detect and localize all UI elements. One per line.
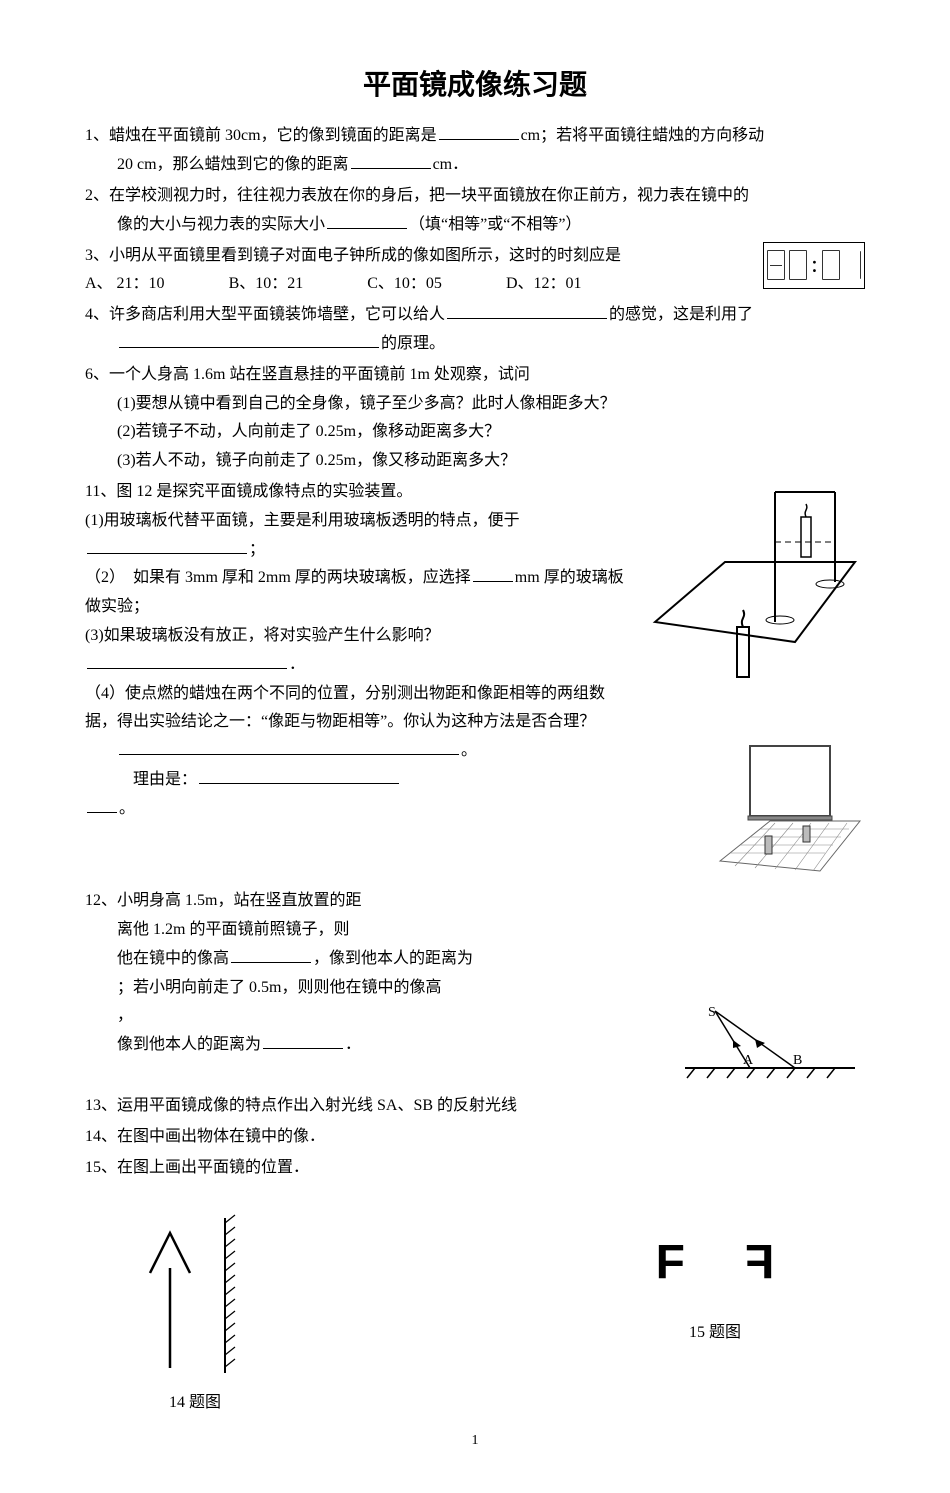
q12-t6: ， bbox=[117, 1007, 133, 1024]
q14-t: 在图中画出物体在镜中的像． bbox=[117, 1128, 325, 1145]
q1-t4: cm． bbox=[433, 156, 469, 173]
q6-num: 6、 bbox=[85, 366, 109, 383]
svg-text:S: S bbox=[708, 1006, 716, 1020]
figure-15: F F 15 题图 bbox=[605, 1213, 825, 1418]
blank bbox=[327, 212, 407, 229]
q11-reason: 理由是： bbox=[133, 771, 197, 788]
opt-d: D、12：01 bbox=[506, 270, 582, 299]
q3-t: 小明从平面镜里看到镜子对面电子钟所成的像如图所示，这时的时刻应是 bbox=[109, 247, 621, 264]
q13-num: 13、 bbox=[85, 1097, 117, 1114]
q11-end: 。 bbox=[119, 800, 135, 817]
blank bbox=[119, 738, 459, 755]
letter-f: F bbox=[656, 1220, 685, 1306]
q2-t3: （填“相等”或“不相等”） bbox=[409, 216, 581, 233]
q4-t3: 的原理。 bbox=[381, 335, 445, 352]
blank bbox=[231, 946, 311, 963]
q1-t2: cm；若将平面镜往蜡烛的方向移动 bbox=[521, 127, 765, 144]
figure-14: 14 题图 bbox=[125, 1213, 265, 1418]
q12-t3: 他在镜中的像高 bbox=[117, 950, 229, 967]
q2-t2: 像的大小与视力表的实际大小 bbox=[117, 216, 325, 233]
page-title: 平面镜成像练习题 bbox=[85, 60, 865, 110]
q11-s4end: 。 bbox=[461, 742, 477, 759]
page-number: 1 bbox=[85, 1428, 865, 1453]
fig14-caption: 14 题图 bbox=[125, 1389, 265, 1418]
opt-a: A、 21：10 bbox=[85, 270, 165, 299]
fig15-caption: 15 题图 bbox=[605, 1319, 825, 1348]
blank bbox=[439, 123, 519, 140]
blank bbox=[87, 796, 117, 813]
question-14: 14、在图中画出物体在镜中的像． bbox=[85, 1123, 865, 1152]
q14-num: 14、 bbox=[85, 1128, 117, 1145]
q12-t2: 离他 1.2m 的平面镜前照镜子，则 bbox=[85, 916, 865, 945]
blank bbox=[473, 565, 513, 582]
q11-s1b: ； bbox=[249, 541, 265, 558]
q6-t: 一个人身高 1.6m 站在竖直悬挂的平面镜前 1m 处观察，试问 bbox=[109, 366, 530, 383]
candle-diagram bbox=[645, 482, 865, 692]
glass-experiment-figure bbox=[715, 741, 865, 881]
question-12: 12、小明身高 1.5m，站在竖直放置的距 离他 1.2m 的平面镜前照镜子，则… bbox=[85, 887, 865, 1090]
question-15: 15、在图上画出平面镜的位置． bbox=[85, 1154, 865, 1183]
q15-t: 在图上画出平面镜的位置． bbox=[117, 1159, 309, 1176]
q2-num: 2、 bbox=[85, 187, 109, 204]
question-4: 4、许多商店利用大型平面镜装饰墙壁，它可以给人 的感觉，这是利用了 的原理。 bbox=[85, 301, 865, 359]
q6-s1: (1)要想从镜中看到自己的全身像，镜子至少多高？此时人像相距多大？ bbox=[85, 390, 865, 419]
q13-t: 运用平面镜成像的特点作出入射光线 SA、SB 的反射光线 bbox=[117, 1097, 517, 1114]
q6-s3: (3)若人不动，镜子向前走了 0.25m，像又移动距离多大？ bbox=[85, 447, 865, 476]
q11-s3a: (3)如果玻璃板没有放正，将对实验产生什么影响？ bbox=[85, 627, 440, 644]
q15-num: 15、 bbox=[85, 1159, 117, 1176]
question-3: : 3、小明从平面镜里看到镜子对面电子钟所成的像如图所示，这时的时刻应是 A、 … bbox=[85, 242, 865, 300]
q12-t8: ． bbox=[345, 1036, 361, 1053]
blank bbox=[199, 767, 399, 784]
colon: : bbox=[811, 253, 818, 277]
svg-text:A: A bbox=[743, 1053, 754, 1068]
opt-b: B、10：21 bbox=[229, 270, 304, 299]
q12-t7: 像到他本人的距离为 bbox=[117, 1036, 261, 1053]
q12-t4: ，像到他本人的距离为 bbox=[313, 950, 473, 967]
opt-c: C、10：05 bbox=[367, 270, 442, 299]
blank bbox=[119, 331, 379, 348]
q12-t5: ；若小明向前走了 0.5m，则则他在镜中的像高 bbox=[117, 979, 441, 996]
question-1: 1、蜡烛在平面镜前 30cm，它的像到镜面的距离是 cm；若将平面镜往蜡烛的方向移… bbox=[85, 122, 865, 180]
q12-num: 12、 bbox=[85, 892, 117, 909]
digit bbox=[767, 250, 785, 280]
q12-t1: 小明身高 1.5m，站在竖直放置的距 bbox=[117, 892, 361, 909]
q1-t3: 20 cm，那么蜡烛到它的像的距离 bbox=[117, 156, 349, 173]
question-13: 13、运用平面镜成像的特点作出入射光线 SA、SB 的反射光线 bbox=[85, 1092, 865, 1121]
question-2: 2、在学校测视力时，往往视力表放在你的身后，把一块平面镜放在你正前方，视力表在镜… bbox=[85, 182, 865, 240]
bottom-figures: 14 题图 F F 15 题图 bbox=[85, 1213, 865, 1418]
q4-num: 4、 bbox=[85, 306, 109, 323]
q1-num: 1、 bbox=[85, 127, 109, 144]
clock-figure: : bbox=[763, 242, 865, 289]
question-6: 6、一个人身高 1.6m 站在竖直悬挂的平面镜前 1m 处观察，试问 (1)要想… bbox=[85, 361, 865, 476]
blank bbox=[447, 302, 607, 319]
q6-s2: (2)若镜子不动，人向前走了 0.25m，像移动距离多大？ bbox=[85, 418, 865, 447]
letter-f-mirror: F bbox=[745, 1220, 774, 1306]
blank bbox=[87, 537, 247, 554]
q3-num: 3、 bbox=[85, 247, 109, 264]
svg-text:B: B bbox=[793, 1053, 802, 1068]
q2-t1: 在学校测视力时，往往视力表放在你的身后，把一块平面镜放在你正前方，视力表在镜中的 bbox=[109, 187, 749, 204]
q11-num: 11、 bbox=[85, 483, 116, 500]
question-11: 11、图 12 是探究平面镜成像特点的实验装置。 (1)用玻璃板代替平面镜，主要… bbox=[85, 478, 865, 885]
digit bbox=[844, 251, 861, 279]
q4-t1: 许多商店利用大型平面镜装饰墙壁，它可以给人 bbox=[109, 306, 445, 323]
blank bbox=[87, 652, 287, 669]
digit bbox=[789, 250, 807, 280]
q1-t1: 蜡烛在平面镜前 30cm，它的像到镜面的距离是 bbox=[109, 127, 437, 144]
q11-s2a: （2） 如果有 3mm 厚和 2mm 厚的两块玻璃板，应选择 bbox=[85, 569, 471, 586]
q11-s1a: (1)用玻璃板代替平面镜，主要是利用玻璃板透明的特点，便于 bbox=[85, 512, 520, 529]
blank bbox=[263, 1032, 343, 1049]
q11-t: 图 12 是探究平面镜成像特点的实验装置。 bbox=[116, 483, 412, 500]
q11-s3b: ． bbox=[289, 656, 305, 673]
ray-diagram: S A B bbox=[675, 1006, 865, 1086]
q4-t2: 的感觉，这是利用了 bbox=[609, 306, 753, 323]
digit bbox=[822, 250, 840, 280]
blank bbox=[351, 152, 431, 169]
